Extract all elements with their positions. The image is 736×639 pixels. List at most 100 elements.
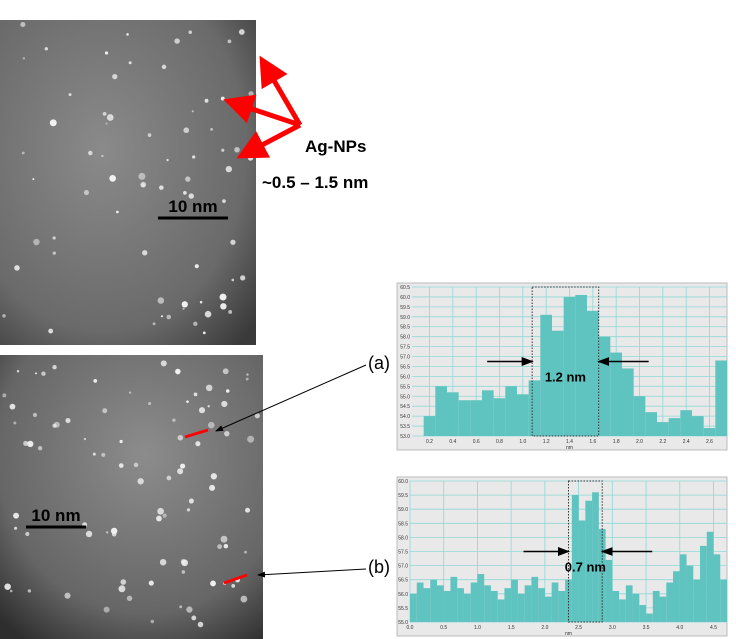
particle xyxy=(247,155,254,161)
bar xyxy=(435,386,447,436)
bar xyxy=(517,394,529,436)
y-tick-label: 60.5 xyxy=(400,285,410,291)
particle xyxy=(49,119,57,127)
bar xyxy=(430,579,437,622)
particle xyxy=(2,314,6,318)
bar xyxy=(538,588,545,622)
x-tick-label: 4.0 xyxy=(676,625,683,631)
bar xyxy=(551,582,559,622)
bar xyxy=(605,559,613,622)
particle xyxy=(140,181,147,188)
particle xyxy=(120,579,127,585)
bar xyxy=(447,392,459,436)
y-tick-label: 60.0 xyxy=(398,479,408,485)
x-tick-label: 3.5 xyxy=(643,625,650,631)
particle xyxy=(152,322,156,326)
particle xyxy=(159,185,164,190)
y-tick-label: 55.5 xyxy=(398,606,408,612)
particle xyxy=(223,543,229,549)
particle xyxy=(9,403,16,410)
bar xyxy=(416,582,424,622)
x-tick-label: 4.5 xyxy=(710,625,717,631)
y-tick-label: 56.0 xyxy=(398,592,408,598)
x-tick-label: 0.8 xyxy=(496,439,503,445)
particle xyxy=(192,155,196,159)
bar xyxy=(477,574,485,622)
bar xyxy=(645,412,657,436)
particle xyxy=(142,250,148,256)
particle xyxy=(118,585,126,593)
particle xyxy=(101,452,106,457)
bar xyxy=(552,330,564,436)
particle xyxy=(180,463,186,469)
particle xyxy=(186,606,193,613)
particle xyxy=(119,439,123,444)
x-tick-label: 1.6 xyxy=(589,439,596,445)
particle xyxy=(183,127,190,134)
bar xyxy=(410,593,417,622)
particle xyxy=(52,236,56,240)
particle xyxy=(245,377,249,381)
particle xyxy=(102,408,108,414)
bar xyxy=(571,495,579,622)
bar xyxy=(436,585,444,622)
particle xyxy=(109,175,117,182)
particle xyxy=(118,463,124,468)
bar xyxy=(443,590,451,622)
size-label: ~0.5 – 1.5 nm xyxy=(262,173,368,192)
y-tick-label: 57.5 xyxy=(398,550,408,556)
line-profile xyxy=(184,428,209,439)
particle xyxy=(199,300,203,304)
y-tick-label: 55.0 xyxy=(398,620,408,626)
y-tick-label: 59.5 xyxy=(398,493,408,499)
x-tick-label: 0.2 xyxy=(426,439,433,445)
particle xyxy=(32,178,35,181)
bar xyxy=(423,416,436,436)
bar xyxy=(692,416,704,436)
x-tick-label: 2.0 xyxy=(636,439,643,445)
x-tick-label: 0.4 xyxy=(449,439,456,445)
y-tick-label: 57.0 xyxy=(400,355,410,361)
bar xyxy=(715,360,727,436)
particle xyxy=(222,199,226,204)
y-tick-label: 59.5 xyxy=(400,305,410,311)
particle xyxy=(93,379,98,383)
bar xyxy=(652,590,660,622)
particle xyxy=(202,331,206,335)
particle xyxy=(207,405,210,408)
bar xyxy=(587,310,599,436)
particle xyxy=(166,475,172,481)
bar xyxy=(619,599,626,622)
particle xyxy=(64,592,71,599)
particle xyxy=(185,176,191,182)
particle xyxy=(128,391,132,394)
particle xyxy=(248,91,254,97)
particle xyxy=(172,418,176,422)
particle xyxy=(156,515,162,522)
particle xyxy=(126,595,133,601)
particle xyxy=(150,619,155,624)
particle xyxy=(34,372,37,375)
particle xyxy=(183,191,187,195)
particle xyxy=(238,29,245,35)
particle xyxy=(181,570,186,574)
bar xyxy=(450,576,458,622)
particle xyxy=(14,526,18,530)
y-tick-label: 59.0 xyxy=(400,315,410,321)
particle xyxy=(174,38,180,44)
particle xyxy=(27,589,32,593)
particle xyxy=(101,154,104,158)
bar xyxy=(610,352,622,436)
particle xyxy=(177,434,184,441)
particle xyxy=(194,264,199,269)
x-tick-label: 1.5 xyxy=(508,625,515,631)
scale-label: 10 nm xyxy=(31,506,80,525)
particle xyxy=(230,239,236,245)
particle xyxy=(48,328,54,334)
bar xyxy=(484,585,491,622)
y-tick-label: 58.5 xyxy=(398,521,408,527)
particle xyxy=(27,440,34,448)
particle xyxy=(20,21,26,28)
x-tick-label: 0.5 xyxy=(440,625,447,631)
